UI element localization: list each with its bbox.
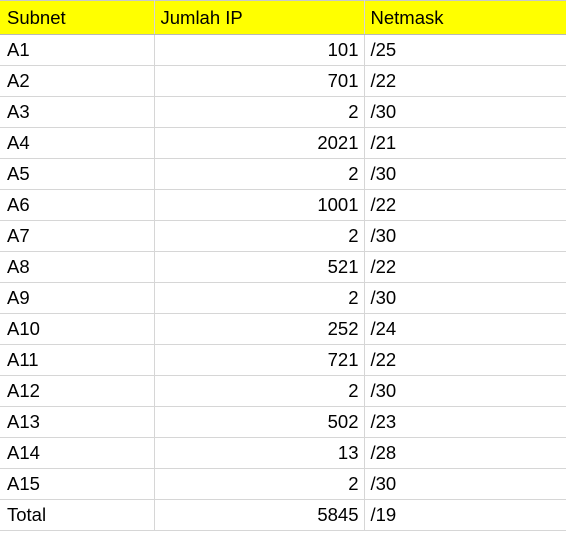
- table-row: A8 521 /22: [0, 251, 566, 283]
- cell-jumlah-ip[interactable]: 2: [154, 96, 365, 128]
- header-cell-jumlah-ip[interactable]: Jumlah IP: [154, 0, 365, 35]
- cell-jumlah-ip[interactable]: 13: [154, 437, 365, 469]
- table-row: A6 1001 /22: [0, 189, 566, 221]
- cell-subnet[interactable]: A1: [0, 34, 155, 66]
- cell-subnet[interactable]: A7: [0, 220, 155, 252]
- cell-netmask[interactable]: /30: [364, 220, 566, 252]
- cell-subnet[interactable]: A3: [0, 96, 155, 128]
- cell-subnet[interactable]: A8: [0, 251, 155, 283]
- table-row: A4 2021 /21: [0, 127, 566, 159]
- cell-subnet[interactable]: A15: [0, 468, 155, 500]
- cell-subnet[interactable]: A2: [0, 65, 155, 97]
- cell-subnet[interactable]: A13: [0, 406, 155, 438]
- cell-netmask[interactable]: /22: [364, 251, 566, 283]
- cell-jumlah-ip[interactable]: 2021: [154, 127, 365, 159]
- header-cell-subnet[interactable]: Subnet: [0, 0, 155, 35]
- cell-jumlah-ip[interactable]: 502: [154, 406, 365, 438]
- table-row: A2 701 /22: [0, 65, 566, 97]
- cell-netmask[interactable]: /28: [364, 437, 566, 469]
- cell-netmask[interactable]: /25: [364, 34, 566, 66]
- total-row: Total 5845 /19: [0, 499, 566, 531]
- cell-netmask[interactable]: /30: [364, 158, 566, 190]
- table-row: A9 2 /30: [0, 282, 566, 314]
- cell-jumlah-ip[interactable]: 1001: [154, 189, 365, 221]
- cell-netmask[interactable]: /22: [364, 189, 566, 221]
- cell-netmask[interactable]: /22: [364, 65, 566, 97]
- cell-jumlah-ip[interactable]: 2: [154, 468, 365, 500]
- cell-netmask[interactable]: /24: [364, 313, 566, 345]
- table-row: A12 2 /30: [0, 375, 566, 407]
- cell-subnet[interactable]: A5: [0, 158, 155, 190]
- cell-jumlah-ip[interactable]: 2: [154, 158, 365, 190]
- cell-netmask[interactable]: /22: [364, 344, 566, 376]
- cell-jumlah-ip[interactable]: 2: [154, 220, 365, 252]
- subnet-table: Subnet Jumlah IP Netmask A1 101 /25 A2 7…: [0, 0, 566, 531]
- table-row: A1 101 /25: [0, 34, 566, 66]
- cell-jumlah-ip[interactable]: 2: [154, 375, 365, 407]
- cell-subnet[interactable]: A12: [0, 375, 155, 407]
- cell-netmask[interactable]: /30: [364, 96, 566, 128]
- cell-jumlah-ip[interactable]: 701: [154, 65, 365, 97]
- table-row: A11 721 /22: [0, 344, 566, 376]
- table-row: A13 502 /23: [0, 406, 566, 438]
- header-cell-netmask[interactable]: Netmask: [364, 0, 566, 35]
- table-row: A5 2 /30: [0, 158, 566, 190]
- header-row: Subnet Jumlah IP Netmask: [0, 0, 566, 35]
- cell-total-netmask[interactable]: /19: [364, 499, 566, 531]
- cell-jumlah-ip[interactable]: 101: [154, 34, 365, 66]
- cell-subnet[interactable]: A6: [0, 189, 155, 221]
- cell-subnet[interactable]: A9: [0, 282, 155, 314]
- cell-subnet[interactable]: A11: [0, 344, 155, 376]
- cell-jumlah-ip[interactable]: 721: [154, 344, 365, 376]
- table-row: A15 2 /30: [0, 468, 566, 500]
- cell-jumlah-ip[interactable]: 2: [154, 282, 365, 314]
- table-row: A10 252 /24: [0, 313, 566, 345]
- cell-subnet[interactable]: A10: [0, 313, 155, 345]
- cell-jumlah-ip[interactable]: 252: [154, 313, 365, 345]
- cell-netmask[interactable]: /21: [364, 127, 566, 159]
- cell-netmask[interactable]: /30: [364, 282, 566, 314]
- cell-netmask[interactable]: /30: [364, 375, 566, 407]
- table-row: A14 13 /28: [0, 437, 566, 469]
- cell-netmask[interactable]: /30: [364, 468, 566, 500]
- cell-jumlah-ip[interactable]: 521: [154, 251, 365, 283]
- cell-total-label[interactable]: Total: [0, 499, 155, 531]
- table-row: A7 2 /30: [0, 220, 566, 252]
- table-body: A1 101 /25 A2 701 /22 A3 2 /30 A4 2021 /…: [0, 34, 566, 531]
- table-row: A3 2 /30: [0, 96, 566, 128]
- cell-netmask[interactable]: /23: [364, 406, 566, 438]
- cell-subnet[interactable]: A14: [0, 437, 155, 469]
- cell-total-jumlah-ip[interactable]: 5845: [154, 499, 365, 531]
- cell-subnet[interactable]: A4: [0, 127, 155, 159]
